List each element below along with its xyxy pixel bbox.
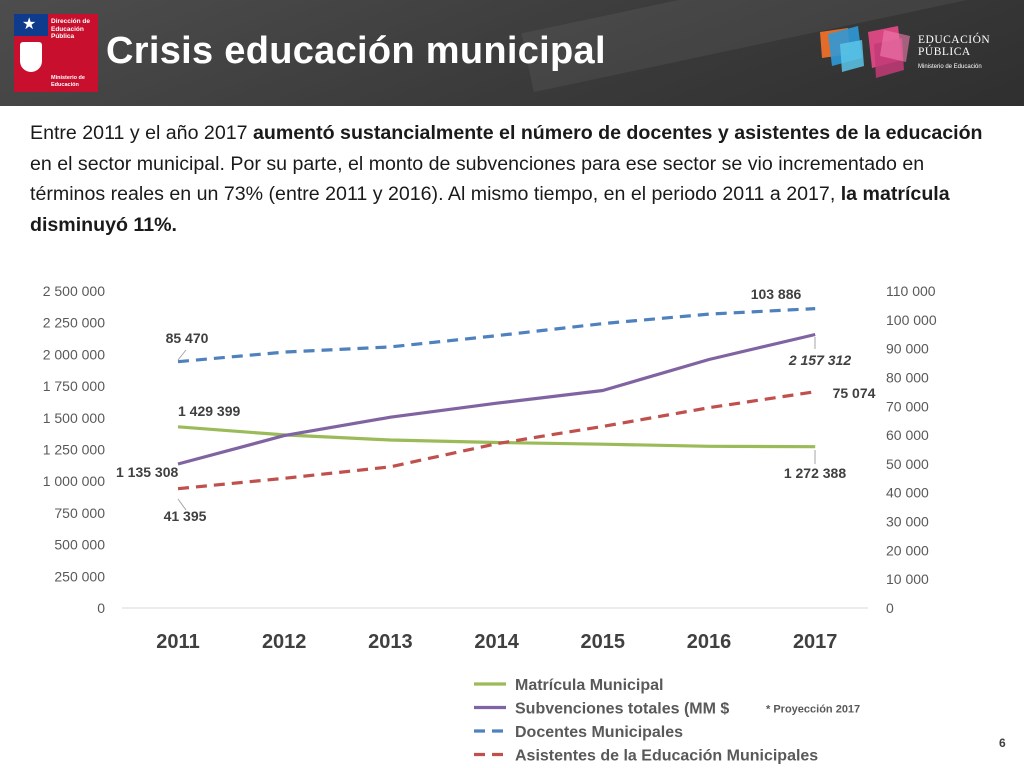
shield-icon xyxy=(20,42,42,72)
data-label: 1 135 308 xyxy=(116,464,178,480)
x-tick-label: 2017 xyxy=(793,631,838,653)
government-logo: ★ Dirección de Educación Pública Ministe… xyxy=(14,14,98,92)
y-right-tick-label: 110 000 xyxy=(886,283,936,299)
y-left-tick-label: 0 xyxy=(97,600,105,616)
gov-logo-line: Dirección de xyxy=(51,18,91,25)
data-label-leader xyxy=(177,498,187,511)
series-line-3 xyxy=(177,390,816,491)
star-icon: ★ xyxy=(22,16,37,33)
y-right-tick-label: 100 000 xyxy=(886,312,937,328)
data-label: 41 395 xyxy=(164,508,207,524)
brand-line: EDUCACIÓN xyxy=(918,34,991,46)
y-left-tick-label: 1 500 000 xyxy=(43,410,105,426)
y-right-tick-label: 50 000 xyxy=(886,456,929,472)
projection-note: * Proyección 2017 xyxy=(766,704,860,716)
intro-text: Entre 2011 y el año 2017 xyxy=(30,122,253,144)
data-label: 85 470 xyxy=(166,330,209,346)
legend-label: Matrícula Municipal xyxy=(515,677,663,694)
brand-line: PÚBLICA xyxy=(918,46,971,58)
y-left-tick-label: 250 000 xyxy=(54,568,105,584)
y-left-tick-label: 2 000 000 xyxy=(43,346,105,362)
data-label: 2 157 312 xyxy=(788,352,851,368)
data-label: 1 429 399 xyxy=(178,403,240,419)
page-number: 6 xyxy=(999,736,1006,750)
y-left-tick-label: 1 000 000 xyxy=(43,473,105,489)
y-right-tick-label: 60 000 xyxy=(886,427,929,443)
brand-ministry: Ministerio de Educación xyxy=(918,64,982,70)
page-title: Crisis educación municipal xyxy=(106,30,606,72)
y-left-tick-label: 750 000 xyxy=(54,505,105,521)
y-right-tick-label: 70 000 xyxy=(886,398,929,414)
x-tick-label: 2012 xyxy=(262,631,307,653)
data-label-leader xyxy=(177,349,187,361)
header-banner: ★ Dirección de Educación Pública Ministe… xyxy=(0,0,1024,106)
intro-text: en el sector municipal. Por su parte, el… xyxy=(30,152,925,206)
y-right-tick-label: 40 000 xyxy=(886,485,929,501)
y-right-tick-label: 10 000 xyxy=(886,571,929,587)
y-left-tick-label: 1 250 000 xyxy=(43,442,105,458)
legend-label: Asistentes de la Educación Municipales xyxy=(515,748,818,765)
data-label: 75 074 xyxy=(833,385,876,401)
x-tick-label: 2014 xyxy=(474,631,519,653)
legend-label: Subvenciones totales (MM $ xyxy=(515,701,729,718)
gov-logo-line: Pública xyxy=(51,33,75,40)
x-tick-label: 2013 xyxy=(368,631,413,653)
legend-label: Docentes Municipales xyxy=(515,724,683,741)
y-left-tick-label: 2 500 000 xyxy=(43,283,105,299)
gov-logo-ministry: Ministerio de xyxy=(51,75,85,81)
x-tick-label: 2016 xyxy=(687,631,732,653)
y-right-tick-label: 90 000 xyxy=(886,341,929,357)
y-left-tick-label: 1 750 000 xyxy=(43,378,105,394)
y-left-tick-label: 500 000 xyxy=(54,537,105,553)
y-right-tick-label: 30 000 xyxy=(886,514,929,530)
y-right-tick-label: 0 xyxy=(886,600,894,616)
y-right-tick-label: 20 000 xyxy=(886,542,929,558)
brand-text: EDUCACIÓN PÚBLICA Ministerio de Educació… xyxy=(918,34,990,73)
gov-logo-ministry: Educación xyxy=(51,81,79,88)
y-right-tick-label: 80 000 xyxy=(886,369,929,385)
y-left-tick-label: 2 250 000 xyxy=(43,315,105,331)
educacion-publica-logo-icon xyxy=(820,26,910,78)
intro-bold-text: aumentó sustancialmente el número de doc… xyxy=(252,122,983,144)
intro-bold-text: la matrícula disminuyó 11%. xyxy=(30,183,950,236)
series-line-2 xyxy=(177,307,816,364)
x-tick-label: 2011 xyxy=(156,631,199,653)
gov-logo-line: Educación xyxy=(51,25,84,33)
intro-paragraph: Entre 2011 y el año 2017 aumentó sustanc… xyxy=(30,118,1000,240)
data-label: 103 886 xyxy=(751,286,802,302)
data-label: 1 272 388 xyxy=(784,465,846,481)
x-tick-label: 2015 xyxy=(581,631,626,653)
